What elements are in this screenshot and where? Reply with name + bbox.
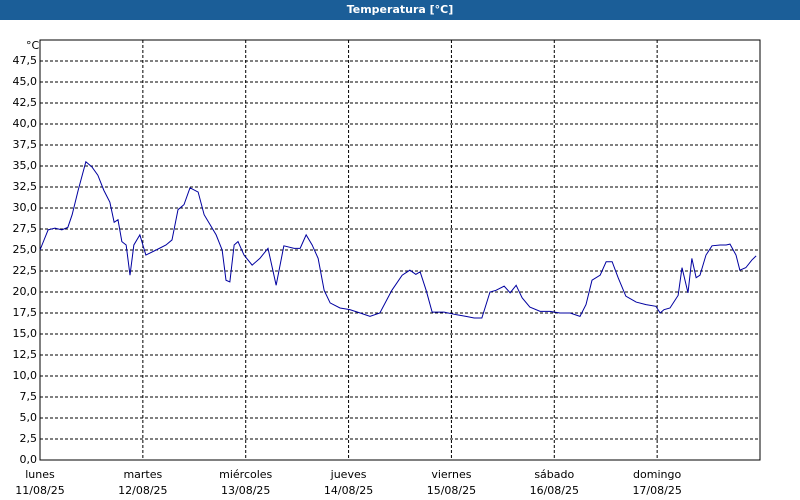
y-tick-label: 17,5 <box>13 306 38 319</box>
x-tick-date: 11/08/25 <box>15 484 64 497</box>
y-tick-label: 22,5 <box>13 264 38 277</box>
x-tick-date: 15/08/25 <box>427 484 476 497</box>
y-tick-label: 40,0 <box>13 117 38 130</box>
y-tick-label: 0,0 <box>20 453 38 466</box>
x-tick-date: 16/08/25 <box>530 484 579 497</box>
y-tick-label: 35,0 <box>13 159 38 172</box>
series-line <box>39 160 757 319</box>
y-tick-label: 47,5 <box>13 54 38 67</box>
chart-title: Temperatura [°C] <box>347 3 454 16</box>
x-tick-label: viernes <box>431 468 471 481</box>
y-tick-label: 32,5 <box>13 180 38 193</box>
y-tick-label: 42,5 <box>13 96 38 109</box>
x-tick-date: 13/08/25 <box>221 484 270 497</box>
y-tick-label: 5,0 <box>20 411 38 424</box>
y-tick-label: 2,5 <box>20 432 38 445</box>
title-bar <box>0 0 800 20</box>
x-tick-label: domingo <box>633 468 681 481</box>
y-tick-label: 20,0 <box>13 285 38 298</box>
x-tick-label: martes <box>123 468 162 481</box>
x-tick-date: 14/08/25 <box>324 484 373 497</box>
y-unit: °C <box>26 39 40 52</box>
x-tick-label: lunes <box>25 468 55 481</box>
y-tick-label: 45,0 <box>13 75 38 88</box>
x-tick-date: 17/08/25 <box>632 484 681 497</box>
y-tick-label: 12,5 <box>13 348 38 361</box>
y-tick-label: 37,5 <box>13 138 38 151</box>
x-tick-label: jueves <box>330 468 367 481</box>
y-tick-label: 7,5 <box>20 390 38 403</box>
y-tick-label: 30,0 <box>13 201 38 214</box>
y-tick-label: 27,5 <box>13 222 38 235</box>
y-tick-label: 10,0 <box>13 369 38 382</box>
y-tick-label: 15,0 <box>13 327 38 340</box>
x-tick-label: sábado <box>534 468 574 481</box>
x-tick-label: miércoles <box>219 468 272 481</box>
x-tick-date: 12/08/25 <box>118 484 167 497</box>
y-tick-label: 25,0 <box>13 243 38 256</box>
